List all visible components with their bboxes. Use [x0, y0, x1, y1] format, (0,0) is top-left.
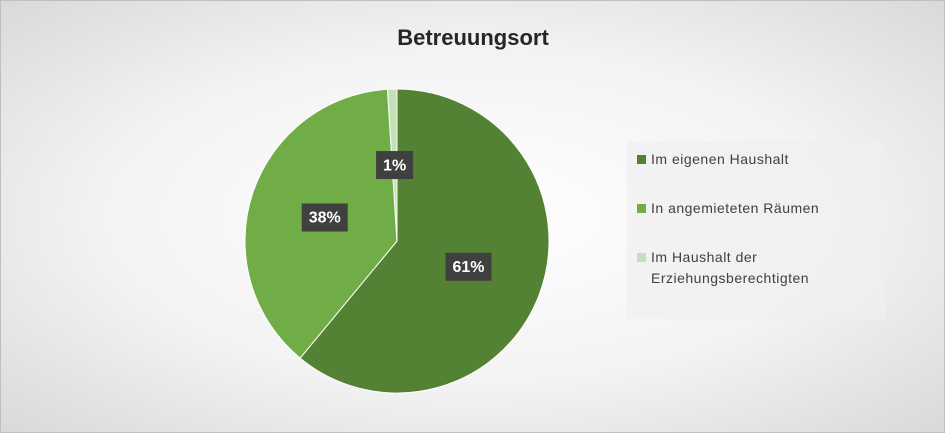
data-label: 38% — [309, 210, 341, 227]
chart-title: Betreuungsort — [397, 25, 549, 50]
data-label-group: 1% — [376, 151, 414, 180]
data-label: 1% — [383, 157, 406, 174]
legend-swatch — [637, 204, 646, 213]
legend-label: Im Haushalt der Erziehungsberechtigten — [651, 249, 810, 286]
data-label-box — [301, 203, 348, 232]
data-label-group: 61% — [445, 252, 492, 281]
data-label: 61% — [452, 259, 484, 276]
data-label-box — [445, 252, 492, 281]
legend-item: Im Haushalt der Erziehungsberechtigten — [637, 247, 876, 289]
data-label-box — [376, 151, 414, 180]
data-label-group: 38% — [301, 203, 348, 232]
legend: Im eigenen Haushalt In angemieteten Räume… — [627, 141, 886, 319]
pie-slice — [299, 88, 550, 394]
legend-item: Im eigenen Haushalt — [637, 149, 876, 170]
legend-swatch — [637, 253, 646, 262]
legend-label: Im eigenen Haushalt — [651, 151, 789, 167]
legend-label: In angemieteten Räumen — [651, 200, 820, 216]
legend-swatch — [637, 155, 646, 164]
legend-item: In angemieteten Räumen — [637, 198, 876, 219]
